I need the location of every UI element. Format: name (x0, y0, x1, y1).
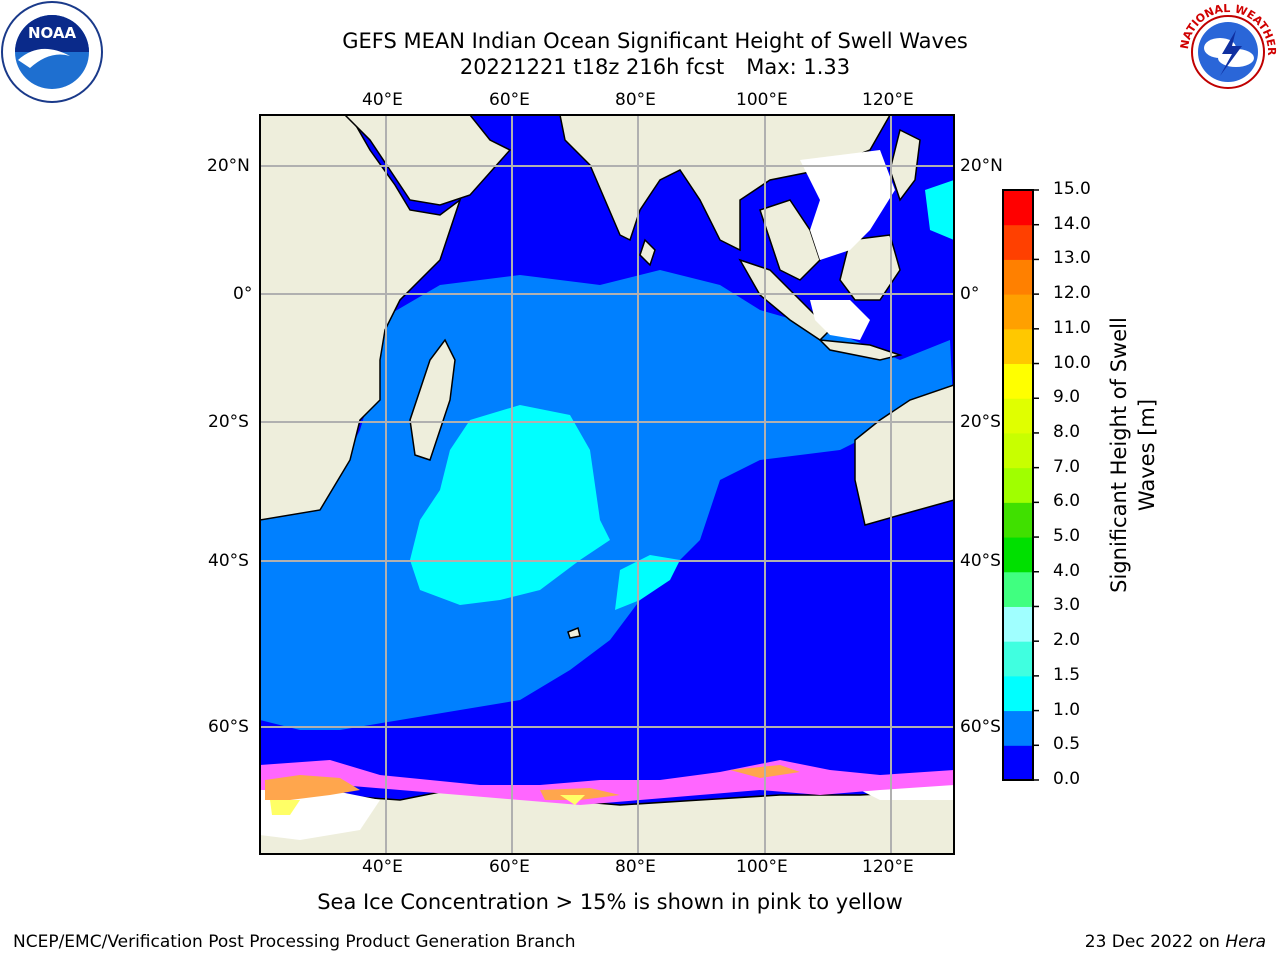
colorbar-segment (1003, 259, 1033, 295)
colorbar-segment (1003, 294, 1033, 330)
map-frame (259, 114, 955, 855)
colorbar-segment (1003, 641, 1033, 677)
lon-label: 100°E (736, 90, 788, 110)
lon-label: 60°E (489, 90, 530, 110)
lon-label: 40°E (362, 857, 403, 877)
swell-band-1.0-1.5 (410, 405, 610, 605)
land-sri-lanka (639, 238, 656, 267)
colorbar-tick-label: 6.0 (1053, 491, 1081, 512)
colorbar-tick-label: 10.0 (1053, 352, 1091, 373)
forecast-run: 20221221 t18z 216h fcst (459, 55, 725, 79)
colorbar-tick-label: 1.5 (1053, 664, 1081, 685)
colorbar-tick-label: 11.0 (1053, 317, 1091, 338)
colorbar-tick-label: 0.5 (1053, 734, 1081, 755)
chart-title: GEFS MEAN Indian Ocean Significant Heigh… (342, 29, 968, 53)
colorbar-segment (1003, 398, 1033, 434)
lon-label: 60°E (489, 857, 530, 877)
colorbar-tick-label: 12.0 (1053, 283, 1091, 304)
colorbar-tick-label: 15.0 (1053, 179, 1091, 199)
lon-label: 40°E (362, 90, 403, 110)
lon-label: 80°E (615, 857, 656, 877)
lat-label: 0° (960, 284, 980, 304)
colorbar-segment (1003, 606, 1033, 642)
land-masses (260, 115, 954, 854)
land-se-asia (759, 199, 821, 281)
lat-label: 20°S (960, 412, 1001, 432)
colorbar-tick-label: 4.0 (1053, 560, 1081, 581)
noaa-logo-text: NOAA (28, 24, 77, 42)
lon-label: 80°E (615, 90, 656, 110)
lat-label: 60°S (960, 717, 1001, 737)
colorbar-segment (1003, 675, 1033, 712)
colorbar-segment (1003, 745, 1033, 781)
colorbar-tick-label: 3.0 (1053, 595, 1081, 616)
colorbar-tick-label: 14.0 (1053, 213, 1091, 234)
footer-date-text: 23 Dec 2022 on (1084, 932, 1220, 952)
swell-band-1.0-1.5 (925, 180, 954, 240)
colorbar (1002, 189, 1039, 781)
colorbar-tick-label: 0.0 (1053, 769, 1081, 789)
colorbar-tick-label: 7.0 (1053, 456, 1081, 477)
land-australia (854, 384, 954, 526)
colorbar-segment (1003, 190, 1033, 226)
colorbar-segment (1003, 432, 1033, 469)
land-antarctica (260, 789, 954, 854)
nws-logo: NATIONAL WEATHER SERVICE (1176, 0, 1278, 102)
colorbar-segment (1003, 467, 1033, 503)
colorbar-tick-label: 13.0 (1053, 248, 1091, 269)
lat-label: 40°S (208, 551, 249, 571)
lon-label: 120°E (862, 90, 914, 110)
max-value: Max: 1.33 (746, 55, 851, 79)
lon-label: 120°E (862, 857, 914, 877)
colorbar-tick-label: 1.0 (1053, 699, 1081, 720)
land-madagascar (409, 338, 456, 461)
sea-ice-band (260, 760, 954, 815)
colorbar-tick-label: 8.0 (1053, 421, 1081, 442)
lon-label: 100°E (736, 857, 788, 877)
colorbar-title: Significant Height of Swell Waves [m] (1107, 317, 1159, 593)
lat-label: 0° (233, 284, 253, 304)
colorbar-tick-label: 2.0 (1053, 630, 1081, 651)
colorbar-segment (1003, 328, 1033, 365)
colorbar-frame (1002, 189, 1034, 781)
map-area (260, 115, 954, 854)
colorbar-segment (1003, 571, 1033, 607)
footer-credit: NCEP/EMC/Verification Post Processing Pr… (13, 932, 576, 952)
chart-subtitle: 20221221 t18z 216h fcst Max: 1.33 (200, 54, 1110, 80)
colorbar-segment (1003, 537, 1033, 573)
lat-label: 40°S (960, 551, 1001, 571)
lat-label: 20°S (208, 412, 249, 432)
swell-band-1.0-1.5 (615, 555, 680, 610)
colorbar-segment (1003, 710, 1033, 746)
footer-host: Hera (1225, 932, 1266, 952)
colorbar-tick-label: 9.0 (1053, 387, 1081, 408)
sea-ice-caption: Sea Ice Concentration > 15% is shown in … (317, 890, 903, 914)
colorbar-segment (1003, 502, 1033, 538)
land-kerguelen (567, 626, 581, 639)
lat-label: 60°S (208, 717, 249, 737)
lat-label: 20°N (960, 156, 1003, 176)
graticule (260, 115, 954, 854)
colorbar-segment (1003, 224, 1033, 260)
colorbar-tick-label: 5.0 (1053, 526, 1081, 547)
footer-date: 23 Dec 2022 on Hera (1085, 932, 1266, 952)
colorbar-segment (1003, 363, 1033, 399)
noaa-logo: NOAA (1, 1, 103, 103)
lat-label: 20°N (207, 156, 250, 176)
